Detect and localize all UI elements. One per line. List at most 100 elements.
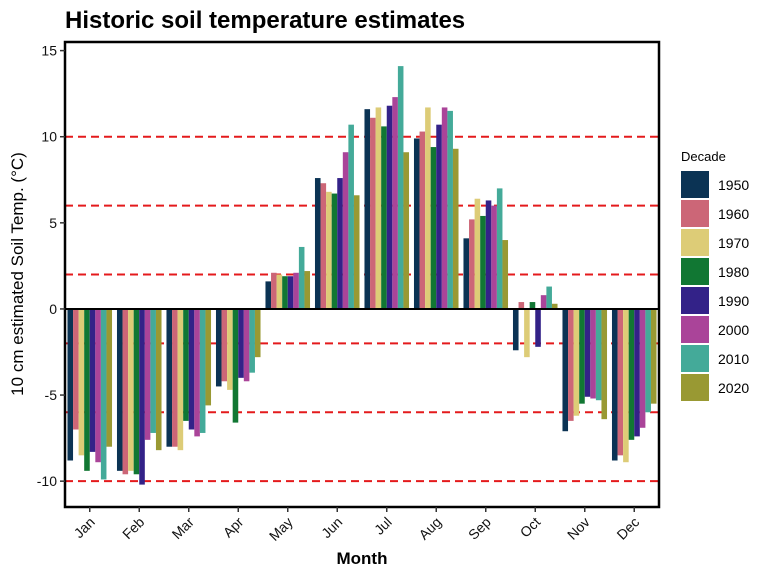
bar-may-1950 (265, 281, 272, 309)
legend-label-1980: 1980 (718, 264, 749, 280)
bar-oct-1950 (512, 308, 519, 351)
bar-apr-1980 (232, 308, 239, 423)
bar-jan-2000 (95, 308, 101, 463)
plot-border (63, 40, 661, 509)
legend-swatch-2010 (681, 345, 709, 372)
bar-nov-1960 (568, 308, 574, 421)
bar-jun-2000 (342, 152, 349, 309)
bar-oct-1970 (524, 308, 530, 358)
bar-feb-2000 (144, 308, 151, 440)
bar-feb-2020 (155, 308, 162, 451)
bar-jan-1980 (84, 308, 90, 471)
plot-area (63, 40, 661, 509)
bar-dec-2000 (639, 308, 646, 428)
bar-sep-2020 (502, 240, 509, 309)
bar-feb-1960 (122, 308, 129, 475)
legend-label-1990: 1990 (718, 293, 749, 309)
x-tick-label: Jan (71, 514, 98, 541)
legend-swatch-1950 (681, 171, 709, 198)
bar-oct-2010 (546, 286, 552, 309)
bar-jul-1950 (364, 109, 371, 309)
bar-oct-1960 (518, 302, 525, 309)
y-tick-label: 15 (41, 43, 57, 59)
legend-swatch-1990 (681, 287, 709, 314)
bar-jun-1990 (337, 178, 343, 309)
bar-sep-1970 (474, 198, 481, 309)
bar-dec-1980 (628, 308, 635, 440)
bar-nov-1950 (562, 308, 569, 432)
bar-mar-2010 (199, 308, 206, 433)
bar-jan-1990 (89, 308, 96, 452)
legend-swatch-2020 (681, 374, 709, 401)
bar-aug-1990 (436, 124, 442, 309)
bar-aug-1960 (419, 131, 426, 309)
bar-jan-2020 (106, 308, 113, 447)
bar-sep-2000 (491, 205, 497, 309)
x-tick-label: Jul (371, 514, 395, 538)
bar-feb-1990 (139, 308, 145, 485)
legend-label-2020: 2020 (718, 380, 749, 396)
bar-may-2000 (293, 272, 299, 309)
bar-feb-2010 (150, 308, 156, 433)
bar-mar-1990 (188, 308, 195, 430)
bar-jul-1990 (386, 105, 393, 309)
bar-jul-1960 (370, 117, 376, 309)
legend-label-2000: 2000 (718, 322, 749, 338)
bar-mar-1950 (166, 308, 173, 447)
bar-nov-1990 (584, 308, 591, 397)
bar-jan-2010 (100, 308, 107, 480)
bar-oct-1990 (535, 308, 541, 347)
bar-nov-2020 (601, 308, 608, 420)
y-axis-title: 10 cm estimated Soil Temp. (°C) (8, 152, 27, 396)
bar-apr-2020 (254, 308, 261, 358)
bar-jul-2000 (392, 97, 398, 309)
bars (67, 66, 657, 485)
bar-jul-2020 (403, 152, 410, 309)
legend-label-2010: 2010 (718, 351, 749, 367)
legend-swatch-1960 (681, 200, 709, 227)
bar-jul-1970 (375, 107, 382, 309)
legend-swatch-1980 (681, 258, 709, 285)
bar-aug-1970 (425, 107, 431, 309)
bar-aug-1980 (430, 147, 437, 309)
bar-feb-1970 (128, 308, 134, 471)
bar-may-1990 (287, 276, 294, 309)
bar-dec-1990 (634, 308, 640, 437)
bar-oct-2020 (551, 303, 558, 309)
x-tick-label: Dec (613, 514, 642, 543)
bar-feb-1980 (133, 308, 140, 475)
plot-background (65, 42, 659, 507)
x-tick-label: Jun (318, 514, 345, 541)
bar-aug-1950 (413, 138, 420, 309)
bar-may-1970 (276, 274, 283, 309)
bar-sep-1960 (469, 219, 475, 309)
legend-label-1960: 1960 (718, 206, 749, 222)
bar-feb-1950 (116, 308, 123, 471)
x-tick-label: Aug (415, 514, 444, 543)
bar-jun-1980 (331, 193, 338, 309)
x-tick-label: Oct (517, 514, 544, 541)
bar-apr-2000 (243, 308, 250, 382)
y-axis: -10 -5 0 5 10 15 (37, 43, 65, 489)
x-tick-label: Feb (119, 514, 148, 543)
bar-jan-1950 (67, 308, 74, 461)
legend-items: 1950 1960 1970 1980 1990 2000 2010 2020 (681, 171, 749, 401)
bar-apr-2010 (249, 308, 255, 373)
bar-mar-1980 (183, 308, 189, 421)
legend-label-1950: 1950 (718, 177, 749, 193)
bar-apr-1960 (221, 308, 228, 382)
bar-apr-1970 (227, 308, 233, 390)
bar-jun-1960 (320, 183, 327, 309)
x-axis-title: Month (337, 549, 388, 568)
bar-sep-1980 (480, 215, 486, 309)
x-tick-label: Mar (168, 514, 197, 543)
bar-oct-1980 (529, 302, 536, 309)
bar-nov-1980 (579, 308, 585, 404)
bar-may-2020 (304, 271, 311, 309)
bar-jan-1960 (73, 308, 79, 430)
bar-aug-2000 (441, 107, 448, 309)
bar-aug-2020 (452, 148, 459, 309)
bar-sep-1990 (485, 200, 492, 309)
bar-may-1980 (282, 276, 288, 309)
